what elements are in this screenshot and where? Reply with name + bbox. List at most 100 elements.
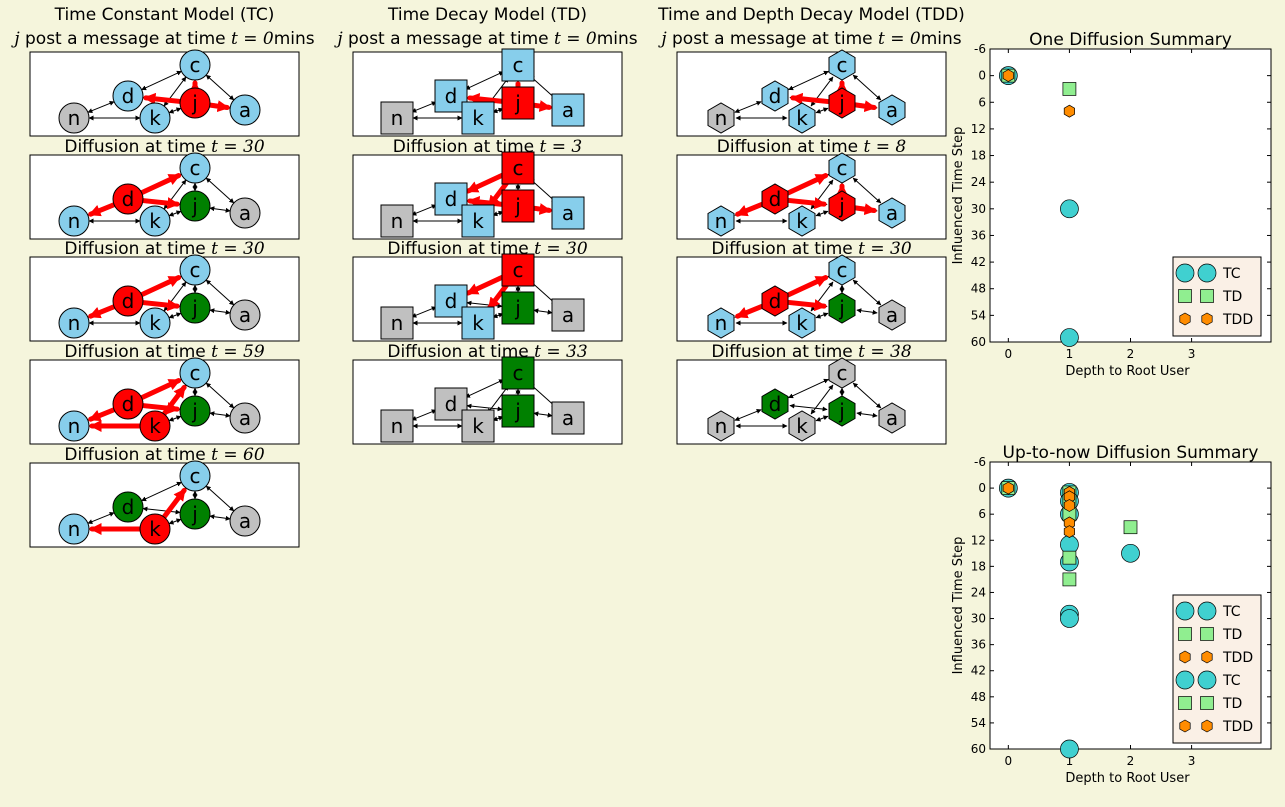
node-a [229,197,261,229]
node-a [878,94,906,126]
title-unit: mins [597,29,638,49]
node-a [878,402,906,434]
column-tdd: Time and Depth Decay Model (TDD) j post a… [657,5,965,445]
node-c [828,357,856,389]
edge-k-j [168,312,182,319]
y-tick-label: 30 [971,612,986,626]
node-label-d: d [122,495,135,519]
node-n [58,102,90,134]
edge-c-d [788,378,829,399]
edge-d-n [734,409,762,421]
edge-c-a [205,177,235,204]
graph-panel: Diffusion at time t = 3 a c d j k n [352,137,623,240]
node-k [139,410,171,442]
y-tick-label: 0 [978,69,986,83]
influence-edge-d-c [780,275,829,300]
y-tick-label: 6 [978,95,986,109]
node-label-c: c [513,53,524,77]
y-tick-label: -6 [974,455,986,469]
node-label-n: n [68,209,81,233]
point-tc [1060,609,1079,628]
edge-k-j [815,415,829,422]
node-n [58,513,90,545]
node-label-a: a [562,406,574,430]
node-j [179,395,211,427]
y-tick-label: 48 [971,282,986,296]
y-tick-label: 18 [971,559,986,573]
influence-edge-d-j [134,299,180,312]
node-c [501,151,535,185]
point-tdd [1002,69,1014,83]
panel-title: Diffusion at time t = 59 [64,342,264,362]
edge-j-a [209,514,231,521]
node-label-n: n [391,414,404,438]
node-c [179,49,211,81]
y-tick-label: 42 [971,255,986,269]
node-label-k: k [472,106,484,130]
node-label-j: j [191,194,198,218]
graph-panel: Diffusion at time t = 30 a c d j k n [29,239,300,342]
node-label-j: j [838,296,845,320]
node-a [229,505,261,537]
legend-marker [1200,627,1214,641]
chart-title: Up-to-now Diffusion Summary [1003,443,1259,463]
point-td [1062,550,1077,565]
node-label-n: n [391,311,404,335]
node-d [112,491,144,523]
edge-c-d [465,71,504,90]
graph-panel: Diffusion at time t = 60 a c d j k n [29,445,300,548]
graph-panel: Diffusion at time t = 30 a c d j k n [29,137,300,240]
node-label-n: n [715,106,728,130]
title-text: post a message at time [667,29,878,49]
y-tick-label: 48 [971,690,986,704]
title-time: t = 30 [211,239,265,259]
y-tick-label: 30 [971,202,986,216]
node-label-c: c [837,156,848,180]
panel-title: Diffusion at time t = 30 [711,239,911,259]
y-tick-label: 12 [971,533,986,547]
y-tick-label: 60 [971,742,986,756]
node-n [380,409,414,443]
node-k [139,205,171,237]
node-label-j: j [838,194,845,218]
node-label-k: k [149,311,161,335]
node-d [112,285,144,317]
node-n [707,205,735,237]
legend-label: TC [1222,604,1241,620]
edge-c-a [852,74,882,101]
edge-d-n [411,306,437,318]
node-label-j: j [191,91,198,115]
edge-c-a [205,74,235,101]
point-tdd [1063,525,1075,539]
point-td [1062,82,1077,96]
node-j [501,291,535,325]
column-subtitle: j post a message at time t = 0mins [657,29,961,49]
legend-label: TD [1222,627,1242,643]
node-j [501,86,535,120]
legend-marker [1200,696,1214,710]
node-label-a: a [239,406,251,430]
node-d [112,183,144,215]
y-tick-label: 18 [971,149,986,163]
node-label-c: c [837,361,848,385]
node-n [380,101,414,135]
node-c [501,253,535,287]
node-label-a: a [562,201,574,225]
node-label-d: d [122,84,135,108]
y-tick-label: 24 [971,585,986,599]
graph-panel: Diffusion at time t = 8 a c d j k n [676,137,947,240]
node-d [761,80,789,112]
title-time: t = 33 [534,342,588,362]
node-c [179,357,211,389]
title-time: t = 0 [231,29,274,49]
node-n [707,410,735,442]
node-k [788,205,816,237]
legend-marker [1200,289,1214,303]
node-c [179,460,211,492]
node-label-d: d [769,84,782,108]
node-label-n: n [715,311,728,335]
edge-j-a [856,411,878,418]
node-label-a: a [562,98,574,122]
edge-c-a [852,177,882,204]
x-tick-label: 0 [1005,347,1013,361]
